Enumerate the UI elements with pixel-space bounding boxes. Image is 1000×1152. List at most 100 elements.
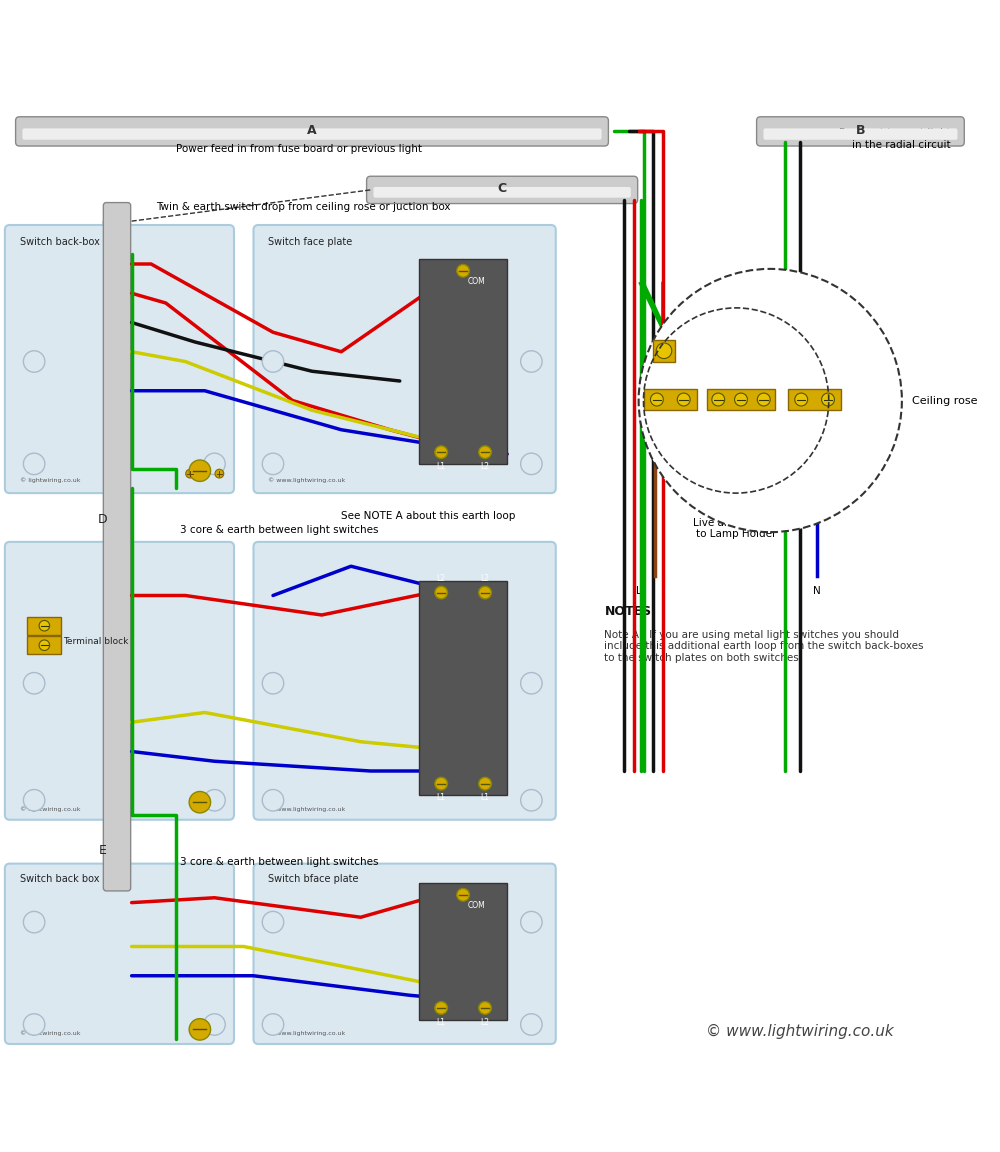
Circle shape	[656, 343, 672, 358]
FancyBboxPatch shape	[653, 340, 675, 362]
Circle shape	[262, 789, 284, 811]
Text: L2: L2	[481, 462, 490, 471]
Text: A: A	[307, 124, 317, 137]
Text: L2: L2	[437, 574, 446, 583]
FancyBboxPatch shape	[419, 259, 507, 464]
Circle shape	[677, 393, 690, 406]
Circle shape	[479, 586, 491, 599]
Text: © lightwiring.co.uk: © lightwiring.co.uk	[20, 1031, 80, 1036]
Circle shape	[262, 911, 284, 933]
Circle shape	[435, 446, 448, 458]
Circle shape	[479, 1001, 491, 1014]
Circle shape	[262, 1014, 284, 1036]
Text: Power feed in from fuse board or previous light: Power feed in from fuse board or previou…	[176, 144, 422, 154]
Text: C: C	[101, 217, 110, 229]
Text: © www.lightwiring.co.uk: © www.lightwiring.co.uk	[268, 806, 345, 812]
Circle shape	[521, 350, 542, 372]
Text: 8 -: 8 -	[809, 414, 820, 422]
Circle shape	[215, 469, 224, 478]
Text: Live and Neutral
to Lamp Holder: Live and Neutral to Lamp Holder	[693, 517, 779, 539]
FancyBboxPatch shape	[254, 225, 556, 493]
Circle shape	[457, 888, 469, 901]
FancyBboxPatch shape	[27, 636, 61, 654]
Circle shape	[795, 393, 808, 406]
Text: NOTES: NOTES	[604, 605, 652, 619]
Circle shape	[757, 393, 770, 406]
Circle shape	[639, 268, 902, 532]
Text: © lightwiring.co.uk: © lightwiring.co.uk	[20, 806, 80, 812]
Text: 3 core & earth between light switches: 3 core & earth between light switches	[180, 857, 379, 866]
FancyBboxPatch shape	[367, 176, 638, 204]
Text: Switch bface plate: Switch bface plate	[268, 874, 359, 885]
Text: Ceiling rose: Ceiling rose	[912, 395, 977, 406]
Text: L1: L1	[481, 794, 490, 803]
FancyBboxPatch shape	[373, 187, 631, 198]
Text: Note A - If you are using metal light switches you should
include this additiona: Note A - If you are using metal light sw…	[604, 630, 924, 662]
Circle shape	[479, 446, 491, 458]
FancyBboxPatch shape	[254, 864, 556, 1044]
Text: L2: L2	[481, 1017, 490, 1026]
Text: E: E	[98, 844, 106, 857]
Circle shape	[189, 460, 211, 482]
FancyBboxPatch shape	[644, 389, 697, 410]
Circle shape	[435, 778, 448, 790]
Text: Switch back box: Switch back box	[20, 874, 99, 885]
FancyBboxPatch shape	[16, 116, 608, 146]
FancyBboxPatch shape	[254, 541, 556, 820]
Circle shape	[23, 453, 45, 475]
Text: C: C	[498, 182, 507, 196]
Circle shape	[204, 453, 225, 475]
FancyBboxPatch shape	[788, 389, 841, 410]
Text: -  2: - 2	[644, 378, 658, 387]
Circle shape	[521, 453, 542, 475]
Circle shape	[262, 453, 284, 475]
Circle shape	[521, 911, 542, 933]
Text: Feed out to next light
in the radial circuit: Feed out to next light in the radial cir…	[839, 128, 951, 150]
Text: N: N	[813, 585, 821, 596]
Text: - 2: - 2	[644, 378, 654, 387]
Text: Twin & earth switch drop from ceiling rose or juction box: Twin & earth switch drop from ceiling ro…	[156, 203, 450, 212]
Circle shape	[262, 350, 284, 372]
Circle shape	[435, 586, 448, 599]
Circle shape	[521, 673, 542, 694]
Text: See NOTE A about this earth loop: See NOTE A about this earth loop	[341, 510, 516, 521]
Circle shape	[189, 1018, 211, 1040]
Circle shape	[39, 641, 50, 651]
FancyBboxPatch shape	[5, 541, 234, 820]
Circle shape	[204, 789, 225, 811]
Text: Switch back-box: Switch back-box	[20, 236, 99, 247]
Text: © lightwiring.co.uk: © lightwiring.co.uk	[20, 478, 80, 484]
Text: B: B	[856, 124, 865, 137]
FancyBboxPatch shape	[707, 389, 775, 410]
FancyBboxPatch shape	[5, 225, 234, 493]
FancyBboxPatch shape	[763, 128, 957, 139]
Text: L1: L1	[437, 462, 446, 471]
Circle shape	[39, 621, 50, 631]
Text: - 7: - 7	[809, 378, 820, 387]
Circle shape	[262, 673, 284, 694]
Text: - 1: - 1	[644, 414, 654, 422]
Circle shape	[189, 791, 211, 813]
FancyBboxPatch shape	[419, 884, 507, 1020]
FancyBboxPatch shape	[22, 128, 602, 139]
Text: © www.lightwiring.co.uk: © www.lightwiring.co.uk	[268, 478, 345, 484]
Text: Switch face plate: Switch face plate	[268, 236, 352, 247]
Circle shape	[735, 393, 747, 406]
Text: L2: L2	[481, 574, 490, 583]
FancyBboxPatch shape	[419, 581, 507, 795]
FancyBboxPatch shape	[757, 116, 964, 146]
Text: L1: L1	[437, 794, 446, 803]
Circle shape	[479, 778, 491, 790]
Text: L1: L1	[437, 1017, 446, 1026]
Circle shape	[23, 350, 45, 372]
Circle shape	[204, 1014, 225, 1036]
Circle shape	[23, 1014, 45, 1036]
Circle shape	[23, 789, 45, 811]
Text: COM: COM	[468, 276, 486, 286]
Circle shape	[650, 393, 663, 406]
Circle shape	[521, 1014, 542, 1036]
Text: L: L	[636, 585, 642, 596]
Circle shape	[186, 469, 195, 478]
Text: D: D	[98, 513, 107, 526]
Circle shape	[822, 393, 834, 406]
